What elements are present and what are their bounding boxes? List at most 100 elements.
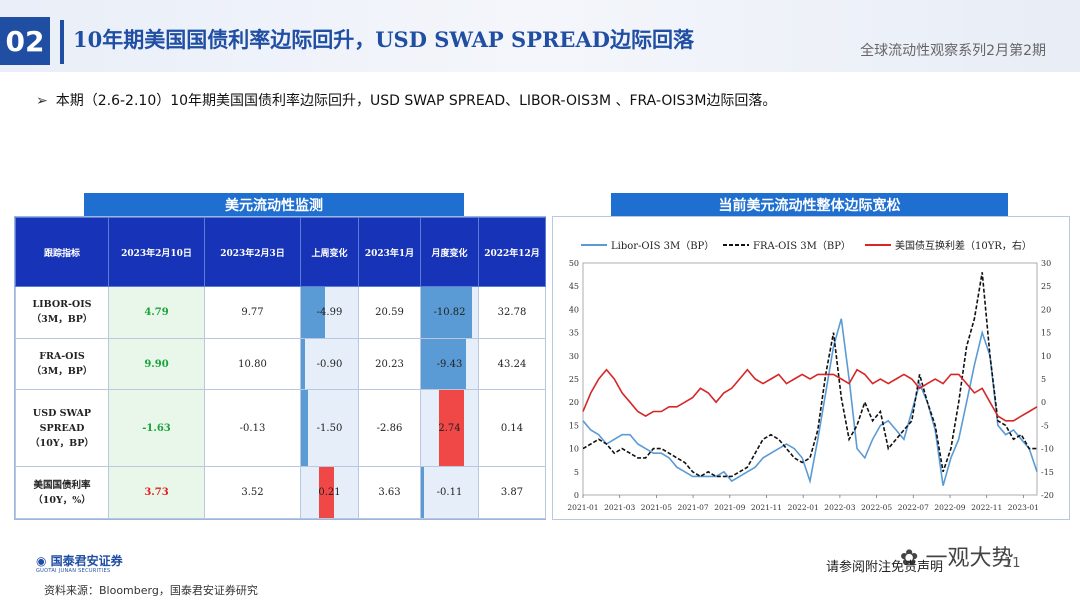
negative-data-bar — [421, 467, 425, 518]
y-left-tick-label: 50 — [569, 259, 579, 268]
page-title: 10年期美国国债利率边际回升，USD SWAP SPREAD边际回落 — [73, 27, 694, 52]
y-right-tick-label: -15 — [1041, 468, 1054, 477]
indicator-label: USD SWAP SPREAD （10Y，BP） — [15, 389, 109, 468]
x-tick-label: 2021-07 — [678, 503, 709, 512]
current-value: 3.73 — [108, 466, 205, 519]
x-tick-label: 2021-01 — [567, 503, 598, 512]
table-header-3: 上周变化 — [300, 217, 359, 287]
page-number: 11 — [1004, 556, 1021, 571]
logo-globe-icon: ◉ — [36, 554, 51, 568]
title-accent-bar — [60, 20, 64, 64]
plot-frame — [582, 262, 1038, 496]
prev-week-value: 9.77 — [204, 286, 301, 339]
series-line-1 — [582, 272, 1037, 478]
prev-week-value: -0.13 — [204, 389, 301, 468]
y-left-tick-label: 0 — [574, 491, 579, 500]
y-right-tick-label: -10 — [1041, 445, 1054, 454]
table-panel-title: 美元流动性监测 — [84, 193, 464, 216]
y-left-tick-label: 40 — [569, 305, 579, 314]
change-cell: 0.21 — [300, 466, 359, 519]
x-tick-label: 2021-05 — [641, 503, 672, 512]
positive-data-bar — [319, 467, 335, 518]
current-value: -1.63 — [108, 389, 205, 468]
y-right-tick-label: 5 — [1041, 375, 1046, 384]
change-value: -9.43 — [436, 358, 463, 370]
legend-label-2: 美国债互换利差（10YR，右） — [895, 239, 1032, 252]
legend-label-1: FRA-OIS 3M（BP） — [753, 240, 851, 252]
x-tick-label: 2022-11 — [971, 503, 1002, 512]
y-right-tick-label: 10 — [1041, 352, 1051, 361]
arrow-bullet-icon: ➢ — [36, 93, 48, 109]
wechat-icon: ✿ — [900, 546, 919, 571]
table-header-1: 2023年2月10日 — [108, 217, 205, 287]
jan-value: -2.86 — [358, 389, 421, 468]
x-tick-label: 2021-09 — [714, 503, 745, 512]
negative-data-bar — [301, 338, 306, 390]
change-cell: -4.99 — [300, 286, 359, 339]
source-note: 资料来源：Bloomberg，国泰君安证券研究 — [44, 584, 258, 597]
y-left-tick-label: 5 — [574, 468, 579, 477]
change-value: -1.50 — [316, 422, 343, 434]
chart-panel-title: 当前美元流动性整体边际宽松 — [611, 193, 1008, 216]
summary-text: 本期（2.6-2.10）10年期美国国债利率边际回升，USD SWAP SPRE… — [55, 93, 777, 109]
y-left-tick-label: 35 — [569, 329, 579, 338]
y-right-tick-label: 20 — [1041, 305, 1051, 314]
y-right-tick-label: 0 — [1041, 398, 1046, 407]
jan-value: 20.59 — [358, 286, 421, 339]
x-tick-label: 2022-05 — [861, 503, 892, 512]
prev-week-value: 10.80 — [204, 337, 301, 391]
y-right-tick-label: 25 — [1041, 282, 1051, 291]
y-left-tick-label: 15 — [569, 421, 579, 430]
change-value: 2.74 — [438, 422, 461, 434]
current-value: 9.90 — [108, 337, 205, 391]
y-left-tick-label: 30 — [569, 352, 579, 361]
logo-english: GUOTAI JUNAN SECURITIES — [36, 568, 111, 574]
section-number: 02 — [0, 17, 50, 65]
series-line-2 — [582, 368, 1038, 422]
chart-svg: 05101520253035404550-20-15-10-5051015202… — [567, 239, 1054, 512]
table-header-4: 2023年1月 — [358, 217, 421, 287]
change-value: -4.99 — [316, 306, 343, 318]
y-left-tick-label: 45 — [569, 282, 579, 291]
dec-value: 32.78 — [478, 286, 546, 339]
series-line-0 — [582, 318, 1038, 486]
prev-week-value: 3.52 — [204, 466, 301, 519]
positive-data-bar — [439, 390, 464, 467]
change-cell: -9.43 — [420, 337, 479, 391]
bar-track — [301, 338, 358, 390]
change-value: 0.21 — [318, 487, 341, 499]
table-header-6: 2022年12月 — [478, 217, 546, 287]
series-label: 全球流动性观察系列2月第2期 — [860, 43, 1046, 59]
summary-bullet: ➢ 本期（2.6-2.10）10年期美国国债利率边际回升，USD SWAP SPR… — [36, 90, 776, 110]
negative-data-bar — [301, 390, 309, 467]
dec-value: 43.24 — [478, 337, 546, 391]
dec-value: 3.87 — [478, 466, 546, 519]
current-value: 4.79 — [108, 286, 205, 339]
x-tick-label: 2022-07 — [898, 503, 929, 512]
y-right-tick-label: 15 — [1041, 329, 1051, 338]
change-cell: -0.11 — [420, 466, 479, 519]
negative-data-bar — [301, 287, 325, 338]
y-right-tick-label: 30 — [1041, 259, 1051, 268]
change-cell: -0.90 — [300, 337, 359, 391]
dec-value: 0.14 — [478, 389, 546, 468]
y-left-tick-label: 25 — [569, 375, 579, 384]
y-left-tick-label: 20 — [569, 398, 579, 407]
x-tick-label: 2021-03 — [604, 503, 635, 512]
y-left-tick-label: 10 — [569, 445, 579, 454]
disclaimer-note: 请参阅附注免责声明 — [826, 560, 944, 575]
table-row: FRA-OIS （3M，BP） 9.90 10.80 -0.90 20.23 -9.43 43… — [15, 337, 546, 391]
company-logo: ◉ 国泰君安证券 GUOTAI JUNAN SECURITIES — [36, 552, 123, 574]
y-right-tick-label: -5 — [1041, 421, 1049, 430]
negative-data-bar — [421, 287, 473, 338]
x-tick-label: 2022-01 — [788, 503, 819, 512]
legend-label-0: Libor-OIS 3M（BP） — [611, 240, 714, 252]
x-tick-label: 2023-01 — [1008, 503, 1039, 512]
table-header-2: 2023年2月3日 — [204, 217, 301, 287]
change-value: -0.90 — [316, 358, 343, 370]
change-cell: 2.74 — [420, 389, 479, 468]
liquidity-line-chart: 0 5 10 15 20 25 30 35 40 45 50 -20 -15 -10 -5 0 5 10 15 20 2… — [552, 216, 1070, 520]
liquidity-table: 跟踪指标 2023年2月10日 2023年2月3日 上周变化 2023年1月 月度变化 20… — [14, 216, 546, 520]
table-row: LIBOR-OIS （3M，BP） 4.79 9.77 -4.99 20.59 -10.82… — [15, 286, 546, 339]
jan-value: 20.23 — [358, 337, 421, 391]
